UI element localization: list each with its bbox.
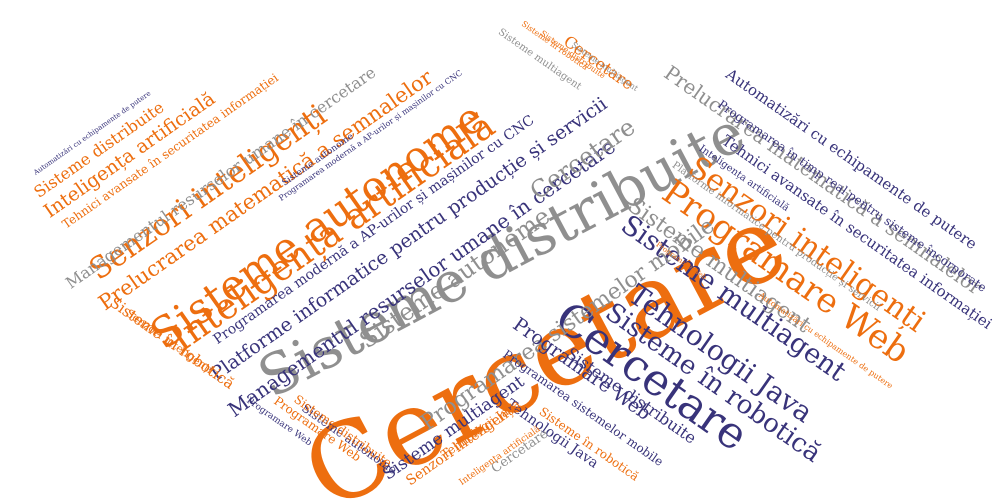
word-cloud: Cercetare Sisteme distribuite Cercetare … — [30, 19, 995, 501]
